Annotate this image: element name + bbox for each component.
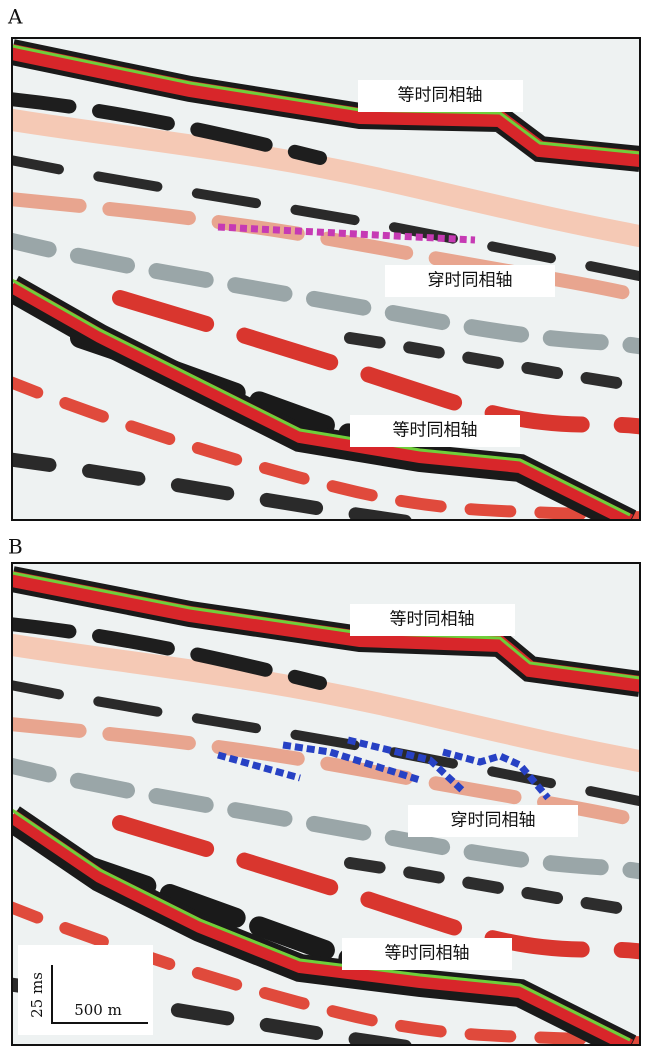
seismic-section (12, 563, 640, 1045)
scale-horizontal: 500 m (74, 1001, 122, 1019)
scale-bar-box (18, 945, 153, 1035)
scale-vertical: 25 ms (28, 972, 46, 1018)
annotation: 穿时同相轴 (428, 271, 513, 291)
annotation: 等时同相轴 (398, 86, 483, 106)
panel-label: B (8, 535, 23, 559)
scale-bar (51, 965, 148, 1024)
annotation: 等时同相轴 (393, 421, 478, 441)
annotation: 等时同相轴 (385, 944, 470, 964)
annotation: 穿时同相轴 (451, 811, 536, 831)
seismic-section (12, 38, 640, 520)
panel-label: A (7, 5, 23, 29)
annotation: 等时同相轴 (390, 610, 475, 630)
